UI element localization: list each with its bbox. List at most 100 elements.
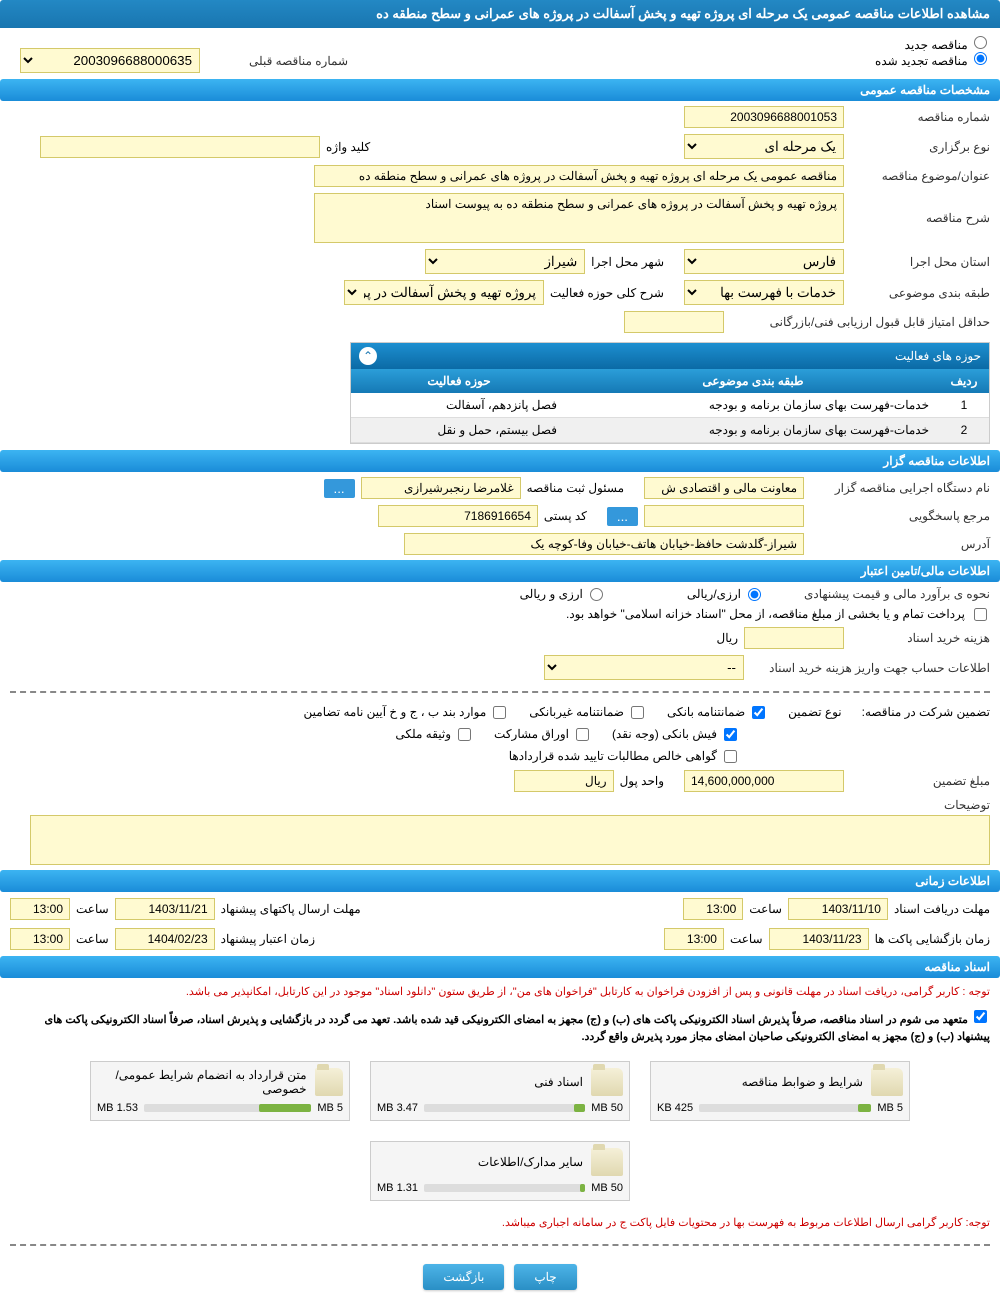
guarantee-type-label: نوع تضمین <box>788 705 841 719</box>
min-score-label: حداقل امتیاز قابل قبول ارزیابی فنی/بازرگ… <box>730 315 990 329</box>
registrar-input[interactable] <box>361 477 521 499</box>
exec-input[interactable] <box>644 477 804 499</box>
radio-rial[interactable]: ارزی/ریالی <box>687 587 764 601</box>
province-label: استان محل اجرا <box>850 255 990 269</box>
postal-input[interactable] <box>378 505 538 527</box>
rial-unit: ریال <box>716 631 738 645</box>
doc-max: 50 MB <box>591 1102 623 1114</box>
postal-label: کد پستی <box>544 509 587 523</box>
cb-bank-guarantee[interactable]: ضمانتنامه بانکی <box>667 705 768 719</box>
doc-title: متن قرارداد به انضمام شرایط عمومی/خصوصی <box>97 1068 307 1096</box>
section-organizer: اطلاعات مناقصه گزار <box>0 450 1000 472</box>
treasury-checkbox[interactable] <box>974 608 987 621</box>
open-date[interactable] <box>769 928 869 950</box>
doc-cost-input[interactable] <box>744 627 844 649</box>
address-input[interactable] <box>404 533 804 555</box>
desc-label: شرح مناقصه <box>850 211 990 225</box>
doc-title: شرایط و ضوابط مناقصه <box>742 1075 863 1089</box>
docs-note-1: توجه : کاربر گرامی، دریافت اسناد در مهلت… <box>0 980 1000 1006</box>
account-info-label: اطلاعات حساب جهت واریز هزینه خرید اسناد <box>750 661 990 675</box>
city-select[interactable]: شیراز <box>425 249 585 274</box>
page-title: مشاهده اطلاعات مناقصه عمومی یک مرحله ای … <box>0 0 1000 28</box>
doc-box[interactable]: متن قرارداد به انضمام شرایط عمومی/خصوصی … <box>90 1061 350 1121</box>
authority-lookup-button[interactable]: ... <box>607 507 638 526</box>
section-general: مشخصات مناقصه عمومی <box>0 79 1000 101</box>
cb-nonbank-guarantee[interactable]: ضمانتنامه غیربانکی <box>529 705 647 719</box>
desc-textarea[interactable]: پروژه تهیه و پخش آسفالت در پروژه های عمر… <box>314 193 844 243</box>
amount-label: مبلغ تضمین <box>850 774 990 788</box>
activity-table: ردیف طبقه بندی موضوعی حوزه فعالیت 1خدمات… <box>351 369 989 443</box>
docs-note-2: متعهد می شوم در اسناد مناقصه، صرفاً پذیر… <box>45 1014 991 1044</box>
submit-time[interactable] <box>10 898 70 920</box>
doc-size: 3.47 MB <box>377 1102 418 1114</box>
radio-currency[interactable]: ارزی و ریالی <box>520 587 606 601</box>
receive-time[interactable] <box>683 898 743 920</box>
collapse-icon[interactable]: ⌃ <box>359 347 377 365</box>
radio-new-tender[interactable]: مناقصه جدید <box>905 38 990 52</box>
back-button[interactable]: بازگشت <box>423 1264 504 1290</box>
min-score-input[interactable] <box>624 311 724 333</box>
notes-textarea[interactable] <box>30 815 990 865</box>
col-field: حوزه فعالیت <box>351 369 567 393</box>
doc-box[interactable]: شرایط و ضوابط مناقصه 5 MB 425 KB <box>650 1061 910 1121</box>
col-category: طبقه بندی موضوعی <box>567 369 939 393</box>
doc-size: 425 KB <box>657 1102 693 1114</box>
footer-note: توجه: کاربر گرامی ارسال اطلاعات مربوط به… <box>0 1211 1000 1237</box>
doc-cost-label: هزینه خرید اسناد <box>850 631 990 645</box>
prev-number-select[interactable]: 2003096688000635 <box>20 48 200 73</box>
number-label: شماره مناقصه <box>850 110 990 124</box>
open-time[interactable] <box>664 928 724 950</box>
cb-net-claims[interactable]: گواهی خالص مطالبات تایید شده قراردادها <box>509 749 740 763</box>
subject-input[interactable] <box>314 165 844 187</box>
time-label-1: ساعت <box>749 902 782 916</box>
cb-property[interactable]: وثیقه ملکی <box>395 727 474 741</box>
doc-max: 50 MB <box>591 1182 623 1194</box>
cb-bonds[interactable]: اوراق مشارکت <box>494 727 592 741</box>
type-label: نوع برگزاری <box>850 140 990 154</box>
section-dates: اطلاعات زمانی <box>0 870 1000 892</box>
folder-icon <box>591 1148 623 1176</box>
print-button[interactable]: چاپ <box>514 1264 576 1290</box>
validity-time[interactable] <box>10 928 70 950</box>
keyword-input[interactable] <box>40 136 320 158</box>
folder-icon <box>315 1068 344 1096</box>
payment-note: پرداخت تمام و یا بخشی از مبلغ مناقصه، از… <box>566 607 965 621</box>
registrar-label: مسئول ثبت مناقصه <box>527 481 624 495</box>
time-label-2: ساعت <box>76 902 109 916</box>
doc-size: 1.31 MB <box>377 1182 418 1194</box>
category-select[interactable]: خدمات با فهرست بها <box>684 280 844 305</box>
account-select[interactable]: -- <box>544 655 744 680</box>
number-input[interactable] <box>684 106 844 128</box>
activity-desc-select[interactable]: پروژه تهیه و پخش آسفالت در پروژه های عمر… <box>344 280 544 305</box>
cb-bank-receipt[interactable]: فیش بانکی (وجه نقد) <box>612 727 740 741</box>
submit-date[interactable] <box>115 898 215 920</box>
province-select[interactable]: فارس <box>684 249 844 274</box>
type-select[interactable]: یک مرحله ای <box>684 134 844 159</box>
new-tender-label: مناقصه جدید <box>905 38 968 52</box>
col-row: ردیف <box>939 369 989 393</box>
section-financial: اطلاعات مالی/تامین اعتبار <box>0 560 1000 582</box>
exec-label: نام دستگاه اجرایی مناقصه گزار <box>810 481 990 495</box>
table-row: 1خدمات-فهرست بهای سازمان برنامه و بودجهف… <box>351 393 989 418</box>
time-label-3: ساعت <box>730 932 763 946</box>
notes-label: توضیحات <box>850 798 990 812</box>
folder-icon <box>871 1068 903 1096</box>
doc-box[interactable]: سایر مدارک/اطلاعات 50 MB1.31 MB <box>370 1141 630 1201</box>
receive-date[interactable] <box>788 898 888 920</box>
validity-label: زمان اعتبار پیشنهاد <box>221 932 315 946</box>
prev-number-label: شماره مناقصه قبلی <box>208 54 348 68</box>
amount-input[interactable] <box>684 770 844 792</box>
commitment-checkbox[interactable] <box>974 1010 987 1023</box>
category-label: طبقه بندی موضوعی <box>850 286 990 300</box>
authority-input[interactable] <box>644 505 804 527</box>
validity-date[interactable] <box>115 928 215 950</box>
cb-cases[interactable]: موارد بند ب ، ج و خ آیین نامه تضامین <box>304 705 510 719</box>
authority-label: مرجع پاسخگویی <box>810 509 990 523</box>
registrar-lookup-button[interactable]: ... <box>324 479 355 498</box>
doc-box[interactable]: اسناد فنی 50 MB3.47 MB <box>370 1061 630 1121</box>
doc-size: 1.53 MB <box>97 1102 138 1114</box>
radio-renewed-tender[interactable]: مناقصه تجدید شده <box>875 54 990 68</box>
doc-max: 5 MB <box>877 1102 903 1114</box>
currency-input[interactable] <box>514 770 614 792</box>
doc-max: 5 MB <box>317 1102 343 1114</box>
